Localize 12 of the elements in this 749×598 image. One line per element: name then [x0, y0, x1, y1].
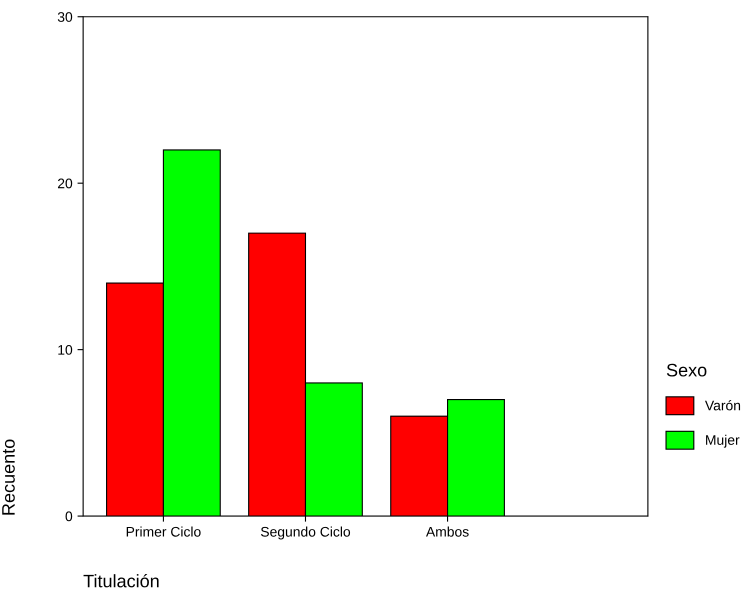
legend-label: Varón [704, 400, 740, 410]
y-tick-label: 10 [58, 344, 72, 355]
y-tick-label: 20 [58, 178, 72, 188]
legend-label: Mujer [706, 434, 740, 448]
x-tick-label: Ambos [426, 526, 469, 537]
y-axis-title: Recuento [2, 440, 15, 515]
y-tick-label: 30 [58, 12, 72, 22]
x-axis-title: Titulación [84, 574, 159, 588]
legend-title: Sexo [666, 364, 706, 377]
y-tick-label: 0 [66, 511, 72, 522]
x-tick-label: Segundo Ciclo [260, 526, 350, 540]
x-tick-label: Primer Ciclo [126, 526, 201, 537]
